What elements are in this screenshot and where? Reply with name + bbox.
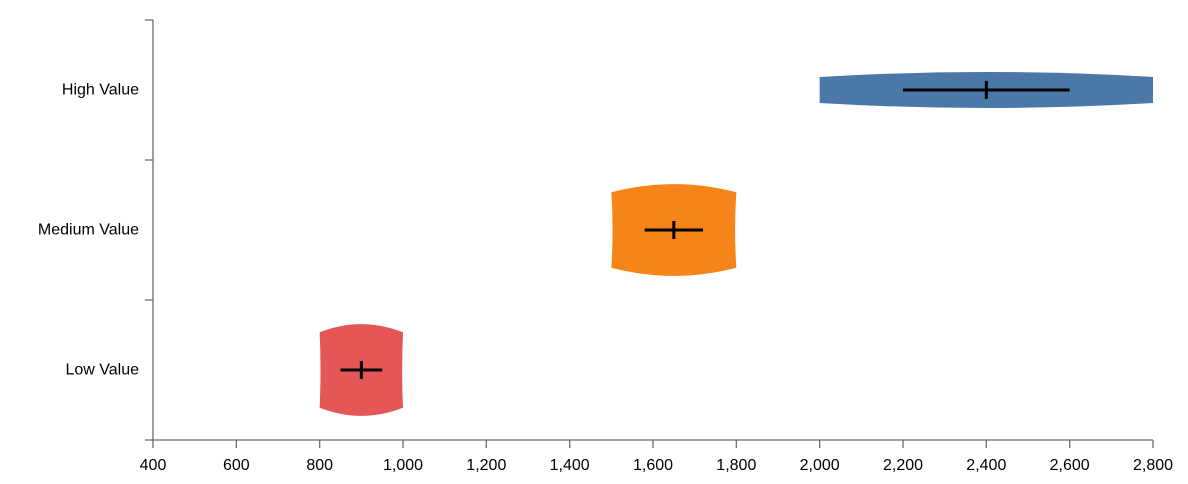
x-axis-tick-label: 1,800 xyxy=(716,457,756,474)
chart-axes: High Value Medium Value Low Value 400 600 800… xyxy=(38,19,1173,474)
x-axis-tick-label: 2,000 xyxy=(800,457,840,474)
x-axis-tick-label: 1,000 xyxy=(383,457,423,474)
x-axis-tick-label: 2,400 xyxy=(966,457,1006,474)
x-axis-tick-label: 600 xyxy=(223,457,250,474)
x-axis-tick-label: 2,200 xyxy=(883,457,923,474)
x-axis-tick-label: 1,400 xyxy=(550,457,590,474)
chart-marks xyxy=(319,72,1153,416)
y-axis-label-high-value: High Value xyxy=(62,82,139,99)
x-axis-tick-label: 1,600 xyxy=(633,457,673,474)
x-axis-tick-label: 400 xyxy=(140,457,167,474)
x-axis-tick-label: 1,200 xyxy=(466,457,506,474)
y-axis-label-medium-value: Medium Value xyxy=(38,222,139,239)
x-axis-tick-label: 2,800 xyxy=(1133,457,1173,474)
x-axis-tick-label: 800 xyxy=(306,457,333,474)
y-axis-label-low-value: Low Value xyxy=(65,362,139,379)
x-axis-tick-label: 2,600 xyxy=(1050,457,1090,474)
